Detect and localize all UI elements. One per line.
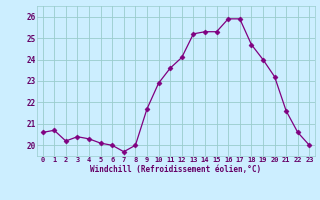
X-axis label: Windchill (Refroidissement éolien,°C): Windchill (Refroidissement éolien,°C) bbox=[91, 165, 261, 174]
